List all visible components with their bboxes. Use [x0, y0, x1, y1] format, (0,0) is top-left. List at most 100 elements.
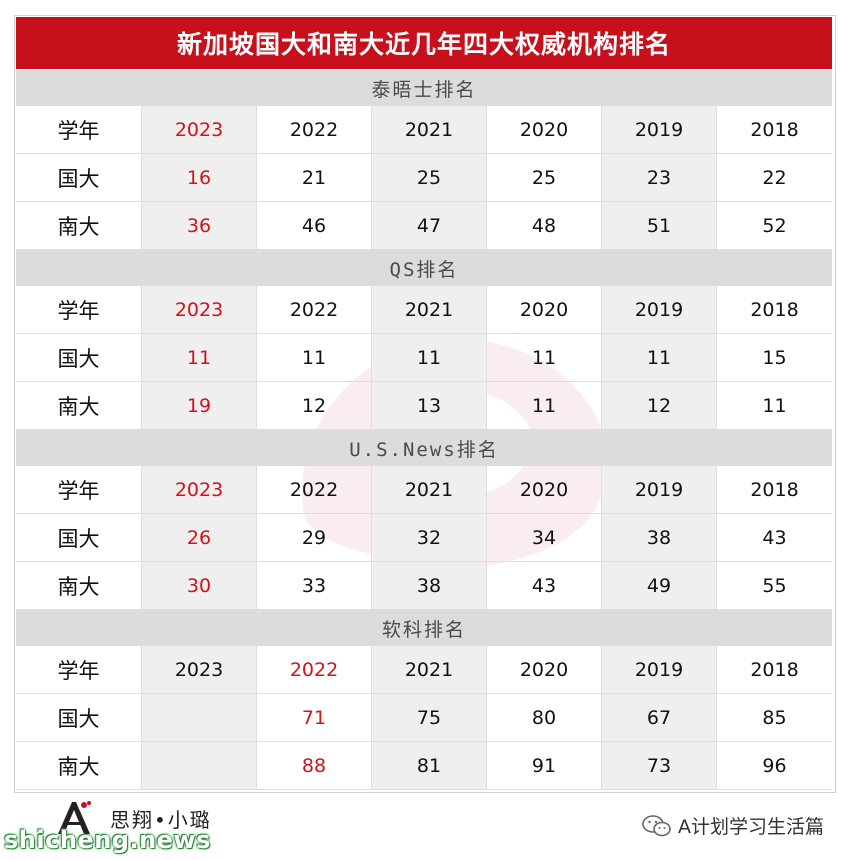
table-cell: 2021	[372, 466, 487, 514]
table-cell: 55	[717, 562, 832, 610]
table-cell: 12	[257, 382, 372, 430]
logo-text: 思翔•小璐	[110, 807, 212, 832]
row-label: 国大	[16, 514, 142, 562]
row-label: 学年	[16, 106, 142, 154]
table-cell: 2021	[372, 106, 487, 154]
table-cell: 11	[602, 334, 717, 382]
table-cell: 2018	[717, 106, 832, 154]
table-cell: 2022	[257, 106, 372, 154]
table-cell: 13	[372, 382, 487, 430]
wechat-icon	[642, 814, 671, 836]
table-cell	[142, 742, 257, 790]
table-cell: 81	[372, 742, 487, 790]
row-label: 国大	[16, 154, 142, 202]
ranking-table-qs: 学年 2023 2022 2021 2020 2019 2018 国大 11 1…	[16, 286, 832, 430]
table-cell: 46	[257, 202, 372, 250]
table-cell: 11	[487, 382, 602, 430]
table-cell: 96	[717, 742, 832, 790]
table-cell: 2020	[487, 106, 602, 154]
table-cell: 2019	[602, 646, 717, 694]
section-heading-qs: QS排名	[16, 250, 832, 286]
row-label: 南大	[16, 202, 142, 250]
table-cell: 2021	[372, 646, 487, 694]
table-cell: 11	[372, 334, 487, 382]
table-cell: 2019	[602, 466, 717, 514]
table-cell: 2019	[602, 106, 717, 154]
table-cell: 16	[142, 154, 257, 202]
table-cell: 11	[717, 382, 832, 430]
table-cell: 48	[487, 202, 602, 250]
site-watermark: shicheng.news	[4, 826, 211, 854]
table-cell: 12	[602, 382, 717, 430]
table-cell: 38	[602, 514, 717, 562]
section-heading-times: 泰晤士排名	[16, 70, 832, 106]
table-cell: 19	[142, 382, 257, 430]
section-heading-usnews: U.S.News排名	[16, 430, 832, 466]
row-label: 学年	[16, 286, 142, 334]
table-cell: 2018	[717, 286, 832, 334]
row-label: 学年	[16, 466, 142, 514]
table-cell: 2020	[487, 466, 602, 514]
table-cell: 2023	[142, 646, 257, 694]
table-cell: 21	[257, 154, 372, 202]
table-cell: 34	[487, 514, 602, 562]
table-cell: 33	[257, 562, 372, 610]
table-cell: 2020	[487, 286, 602, 334]
table-cell: 80	[487, 694, 602, 742]
row-label: 学年	[16, 646, 142, 694]
wechat-account[interactable]: A计划学习生活篇	[642, 812, 824, 839]
table-cell	[142, 694, 257, 742]
footer-logo: 思翔•小璐	[50, 798, 212, 838]
table-cell: 26	[142, 514, 257, 562]
table-cell: 11	[487, 334, 602, 382]
table-cell: 47	[372, 202, 487, 250]
row-label: 南大	[16, 742, 142, 790]
table-cell: 67	[602, 694, 717, 742]
table-cell: 2018	[717, 466, 832, 514]
table-cell: 2019	[602, 286, 717, 334]
table-cell: 2020	[487, 646, 602, 694]
table-cell: 23	[602, 154, 717, 202]
table-cell: 71	[257, 694, 372, 742]
table-cell: 43	[487, 562, 602, 610]
table-cell: 25	[487, 154, 602, 202]
table-cell: 25	[372, 154, 487, 202]
table-cell: 22	[717, 154, 832, 202]
row-label: 南大	[16, 562, 142, 610]
table-cell: 88	[257, 742, 372, 790]
table-cell: 2023	[142, 286, 257, 334]
logo-a-icon	[58, 801, 91, 834]
ranking-table-usnews: 学年 2023 2022 2021 2020 2019 2018 国大 26 2…	[16, 466, 832, 610]
table-cell: 49	[602, 562, 717, 610]
table-cell: 2022	[257, 466, 372, 514]
table-cell: 2022	[257, 286, 372, 334]
page-title: 新加坡国大和南大近几年四大权威机构排名	[16, 17, 832, 69]
table-cell: 91	[487, 742, 602, 790]
section-heading-arwu: 软科排名	[16, 610, 832, 646]
row-label: 国大	[16, 334, 142, 382]
row-label: 南大	[16, 382, 142, 430]
table-cell: 2022	[257, 646, 372, 694]
table-cell: 51	[602, 202, 717, 250]
table-cell: 15	[717, 334, 832, 382]
table-cell: 11	[257, 334, 372, 382]
table-cell: 2023	[142, 106, 257, 154]
table-cell: 11	[142, 334, 257, 382]
table-cell: 43	[717, 514, 832, 562]
ranking-table-times: 学年 2023 2022 2021 2020 2019 2018 国大 16 2…	[16, 106, 832, 250]
table-cell: 29	[257, 514, 372, 562]
row-label: 国大	[16, 694, 142, 742]
table-cell: 52	[717, 202, 832, 250]
table-cell: 2023	[142, 466, 257, 514]
table-cell: 30	[142, 562, 257, 610]
table-cell: 2021	[372, 286, 487, 334]
wechat-account-name: A计划学习生活篇	[678, 816, 824, 838]
table-cell: 75	[372, 694, 487, 742]
table-cell: 2018	[717, 646, 832, 694]
table-cell: 85	[717, 694, 832, 742]
ranking-table-arwu: 学年 2023 2022 2021 2020 2019 2018 国大 71 7…	[16, 646, 832, 790]
table-cell: 73	[602, 742, 717, 790]
table-cell: 36	[142, 202, 257, 250]
table-cell: 38	[372, 562, 487, 610]
table-cell: 32	[372, 514, 487, 562]
